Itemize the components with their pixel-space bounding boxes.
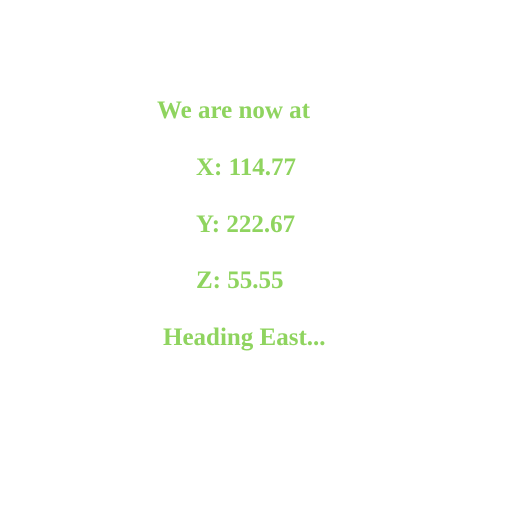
position-intro-text: We are now at xyxy=(157,97,310,124)
y-coordinate: Y: 222.67 xyxy=(196,211,296,238)
x-coordinate: X: 114.77 xyxy=(196,154,296,181)
z-coordinate: Z: 55.55 xyxy=(196,267,284,294)
heading-status: Heading East... xyxy=(163,324,326,351)
